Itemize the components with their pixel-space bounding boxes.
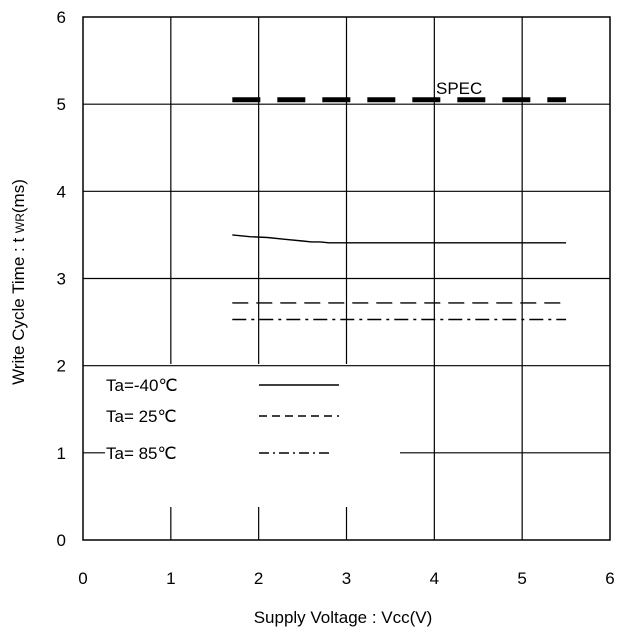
y-tick-labels: 0 1 2 3 4 5 6 — [57, 8, 66, 550]
y-tick-label: 6 — [57, 8, 66, 27]
x-tick-label: 0 — [78, 569, 87, 588]
series-line-solid — [232, 234, 567, 244]
y-tick-label: 2 — [57, 357, 66, 376]
plot-frame — [82, 16, 611, 541]
series-lines — [232, 234, 567, 321]
y-axis-label-unit: (ms) — [9, 179, 28, 213]
y-tick-label: 5 — [57, 95, 66, 114]
x-tick-label: 4 — [430, 569, 439, 588]
x-tick-label: 3 — [342, 569, 351, 588]
y-tick-label: 0 — [57, 531, 66, 550]
spec-line-group: SPEC — [232, 79, 567, 103]
y-tick-label: 3 — [57, 270, 66, 289]
x-tick-labels: 0 1 2 3 4 5 6 — [78, 569, 614, 588]
x-tick-label: 6 — [605, 569, 614, 588]
legend-label: Ta=-40℃ — [106, 376, 178, 395]
x-tick-label: 1 — [166, 569, 175, 588]
spec-label: SPEC — [436, 79, 482, 98]
y-axis-label-main: Write Cycle Time : t — [9, 233, 28, 385]
y-axis-label: Write Cycle Time : t WR(ms) — [9, 179, 28, 385]
y-tick-label: 1 — [57, 444, 66, 463]
legend-label: Ta= 85℃ — [106, 444, 177, 463]
y-tick-label: 4 — [57, 182, 66, 201]
legend: Ta=-40℃ Ta= 25℃ Ta= 85℃ — [106, 376, 339, 463]
x-tick-label: 5 — [517, 569, 526, 588]
x-axis-label: Supply Voltage : Vcc(V) — [254, 608, 433, 627]
y-axis-label-subscript: WR — [13, 213, 27, 233]
x-tick-label: 2 — [254, 569, 263, 588]
legend-label: Ta= 25℃ — [106, 407, 177, 426]
grid-lines — [83, 17, 610, 540]
